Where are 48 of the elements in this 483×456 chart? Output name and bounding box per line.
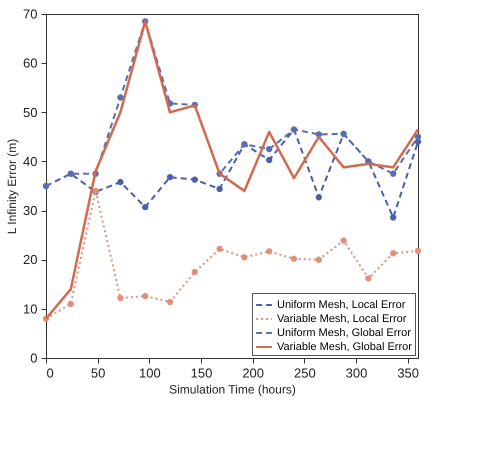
point xyxy=(316,256,322,263)
legend-label: Uniform Mesh, Global Error xyxy=(277,327,412,339)
point xyxy=(166,298,174,306)
point xyxy=(290,256,298,262)
y-tick-label: 0 xyxy=(30,350,38,366)
legend-label: Variable Mesh, Global Error xyxy=(277,341,412,353)
x-tick-label: 250 xyxy=(294,366,316,380)
point xyxy=(192,268,198,276)
point xyxy=(365,275,372,282)
x-tick-label: 300 xyxy=(346,366,368,380)
y-tick-label: 70 xyxy=(23,6,38,22)
point xyxy=(241,254,248,260)
point xyxy=(117,178,124,186)
point xyxy=(390,250,396,256)
point xyxy=(414,248,422,254)
y-tick-label: 30 xyxy=(23,203,38,218)
legend-label: Uniform Mesh, Local Error xyxy=(277,299,406,311)
point xyxy=(142,204,148,210)
point xyxy=(266,248,272,255)
y-tick-label: 40 xyxy=(23,154,38,169)
point xyxy=(166,174,174,180)
x-tick-label: 100 xyxy=(138,366,161,380)
point xyxy=(216,246,223,252)
y-axis-title: L Infinity Error (m) xyxy=(5,138,20,234)
x-tick-label: 0 xyxy=(46,366,54,380)
point xyxy=(340,237,347,244)
point xyxy=(117,294,124,302)
point xyxy=(390,170,396,177)
x-tick-label: 150 xyxy=(190,366,212,380)
y-tick-label: 20 xyxy=(23,252,38,268)
point xyxy=(266,146,272,152)
x-tick-label: 200 xyxy=(242,366,264,380)
legend-label: Variable Mesh, Local Error xyxy=(277,313,407,325)
x-tick-label: 50 xyxy=(90,366,106,380)
x-tick-label: 350 xyxy=(397,366,420,380)
y-tick-label: 10 xyxy=(23,301,38,316)
point xyxy=(316,194,322,200)
point xyxy=(390,214,396,221)
y-tick-label: 60 xyxy=(23,56,38,71)
point xyxy=(216,186,223,192)
point xyxy=(192,176,198,183)
point xyxy=(266,156,272,164)
x-axis-title: Simulation Time (hours) xyxy=(169,382,296,396)
point xyxy=(68,300,74,308)
point xyxy=(414,134,422,140)
point xyxy=(142,292,148,300)
point xyxy=(117,94,124,101)
y-tick-label: 50 xyxy=(23,104,38,120)
